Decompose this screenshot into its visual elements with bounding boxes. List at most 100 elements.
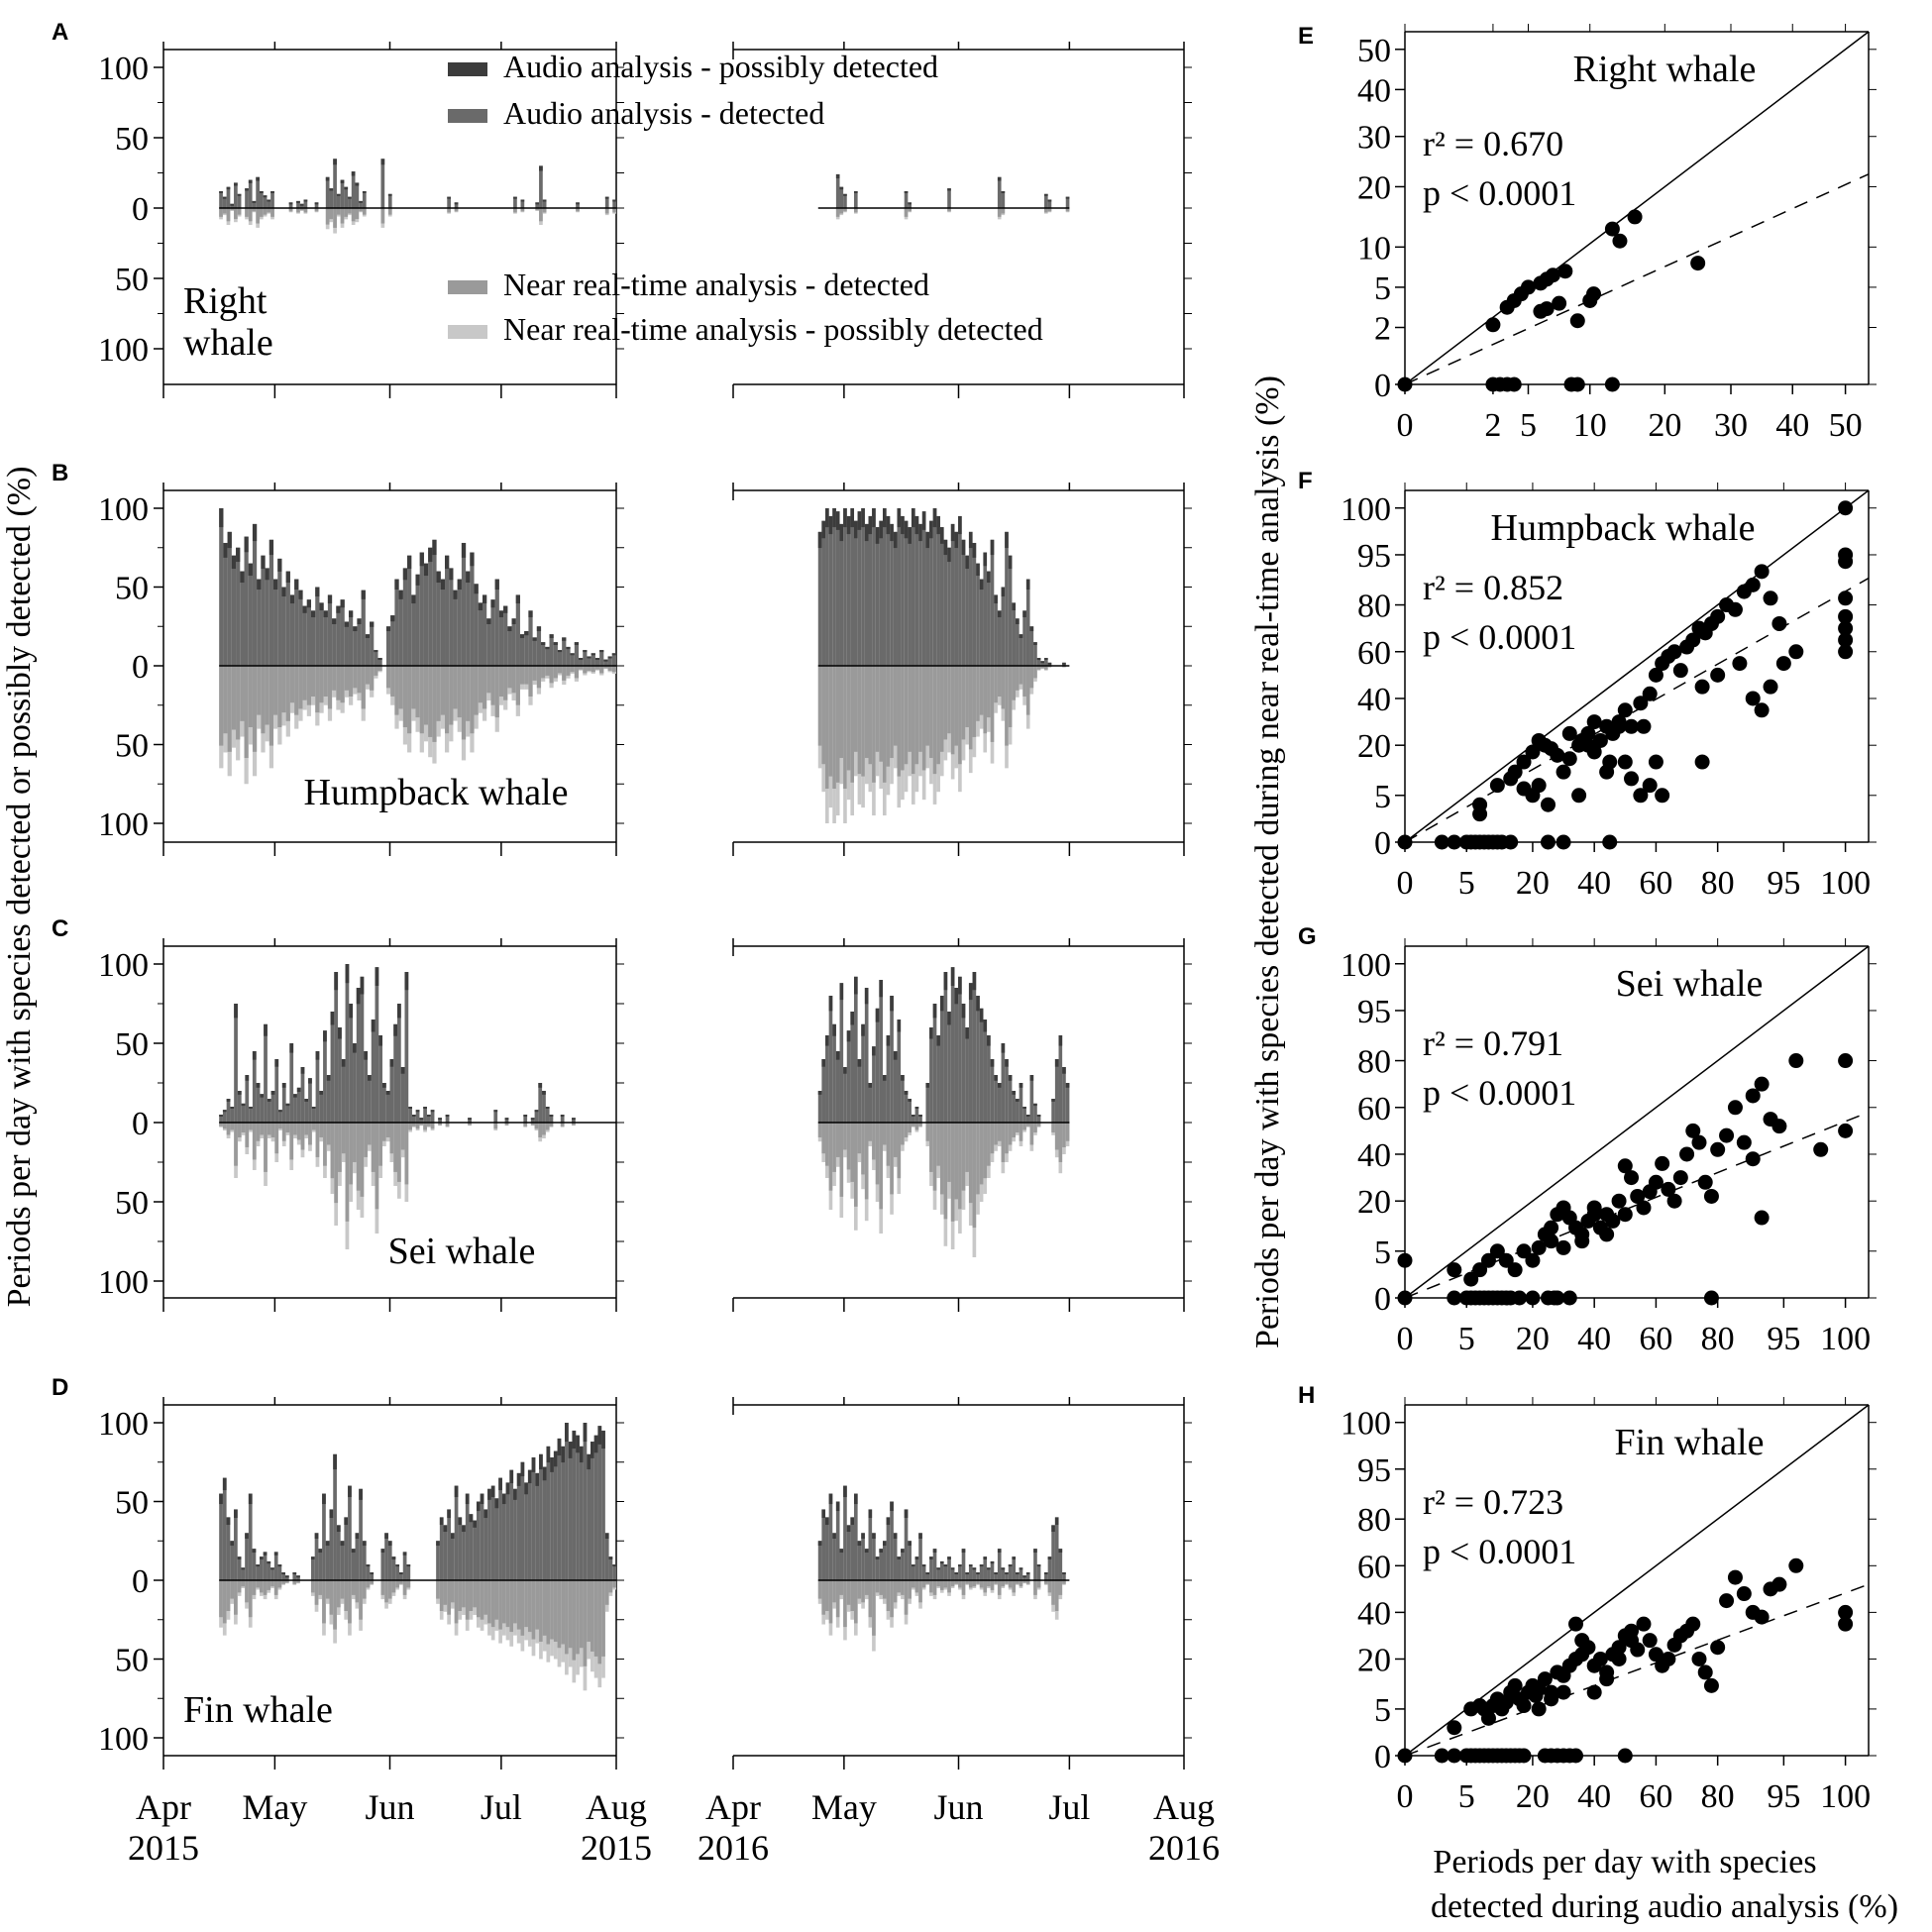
bar-audio-detected (943, 1564, 948, 1580)
bar-nrt-detected (932, 1123, 937, 1191)
bar-audio-detected (278, 1110, 282, 1123)
bar-audio-detected (904, 520, 909, 666)
bar-audio-possible (936, 1035, 940, 1046)
bar-nrt-detected (843, 208, 847, 212)
bar-audio-possible (399, 1572, 403, 1575)
bar-nrt-detected (939, 666, 944, 752)
bar-audio-detected (528, 610, 533, 666)
bar-audio-detected (523, 1115, 528, 1123)
scatter-point (1434, 1748, 1449, 1764)
bar-audio-detected (1065, 1083, 1070, 1123)
bar-audio-possible (875, 1008, 880, 1022)
scatter-point (1624, 771, 1640, 787)
x-tick-label: 5 (1520, 407, 1537, 444)
scatter-point (1679, 1146, 1695, 1162)
bar-audio-possible (423, 563, 429, 577)
bar-audio-possible (601, 1430, 605, 1449)
bar-audio-detected (270, 1091, 275, 1123)
bar-audio-possible (351, 1549, 356, 1554)
scatter-point (1516, 754, 1532, 770)
bar-nrt-detected (897, 666, 902, 777)
scatter-point (1788, 1557, 1804, 1573)
bar-audio-possible (1036, 1564, 1041, 1567)
bar-nrt-detected (270, 208, 274, 217)
scatter-point (1685, 632, 1701, 648)
bar-audio-possible (362, 190, 367, 194)
bar-nrt-detected (270, 1580, 274, 1587)
bar-nrt-detected (557, 666, 563, 674)
bar-audio-detected (857, 1059, 862, 1123)
bar-nrt-detected (590, 666, 595, 673)
scatter-point (1568, 1616, 1584, 1632)
year-label: 2016 (698, 1828, 769, 1868)
y-tick-label: 100 (98, 332, 149, 369)
bar-audio-possible (976, 563, 980, 577)
bar-nrt-detected (604, 208, 609, 214)
bar-audio-possible (520, 199, 525, 202)
bar-nrt-detected (450, 1580, 455, 1603)
bar-nrt-detected (245, 1580, 249, 1603)
bar-nrt-detected (832, 1580, 836, 1603)
bar-audio-possible (248, 179, 253, 184)
bar-audio-detected (351, 1549, 356, 1580)
scatter-point (1447, 1290, 1462, 1306)
scatter-point (1503, 834, 1519, 850)
bar-audio-possible (846, 1030, 851, 1042)
bar-audio-possible (273, 579, 278, 590)
bar-nrt-detected (267, 208, 271, 213)
bar-audio-possible (846, 1525, 851, 1533)
bar-nrt-detected (854, 1580, 858, 1624)
bar-audio-possible (273, 1552, 278, 1556)
x-tick-label: 80 (1701, 1321, 1735, 1357)
bar-audio-possible (454, 1485, 459, 1498)
bar-audio-possible (281, 1083, 286, 1088)
bar-audio-possible (608, 1556, 613, 1560)
bar-audio-possible (550, 1456, 554, 1472)
bar-nrt-detected (994, 1580, 998, 1584)
y-tick-label: 0 (1374, 1739, 1391, 1775)
bar-nrt-detected (612, 208, 616, 213)
bar-nrt-detected (872, 666, 876, 783)
bar-audio-detected (336, 605, 341, 666)
bar-audio-possible (972, 1567, 977, 1570)
scatter-point (1447, 1720, 1462, 1736)
bar-audio-detected (382, 1083, 386, 1123)
bar-nrt-detected (465, 1580, 470, 1620)
bar-audio-possible (994, 1075, 998, 1081)
bar-nrt-detected (1044, 1580, 1048, 1584)
bar-audio-possible (445, 1115, 450, 1117)
bar-nrt-detected (438, 1123, 442, 1126)
bar-audio-possible (904, 190, 909, 194)
bar-nrt-detected (439, 1580, 444, 1612)
legend-swatch (448, 280, 487, 294)
bar-audio-detected (997, 176, 1002, 208)
bar-audio-possible (568, 1442, 573, 1458)
bar-nrt-detected (265, 666, 269, 725)
bar-audio-detected (990, 1059, 995, 1123)
bar-audio-possible (854, 190, 858, 194)
bar-audio-possible (983, 1556, 988, 1560)
bar-audio-detected (972, 542, 977, 666)
bar-audio-possible (230, 1107, 235, 1109)
bar-nrt-detected (872, 1580, 876, 1636)
bar-audio-possible (361, 590, 366, 599)
bar-audio-detected (965, 555, 969, 666)
y-tick-label: 0 (132, 1106, 149, 1142)
bar-nrt-detected (330, 1123, 335, 1179)
bar-audio-detected (415, 574, 420, 666)
bar-nrt-detected (281, 1580, 285, 1584)
bar-audio-detected (482, 594, 487, 666)
scatter-point (1838, 500, 1854, 516)
year-label: 2016 (1148, 1828, 1220, 1868)
bar-audio-detected (507, 626, 512, 666)
bar-nrt-detected (222, 1123, 227, 1129)
bar-audio-detected (498, 610, 504, 666)
bar-audio-detected (519, 634, 525, 666)
bar-nrt-detected (828, 666, 833, 777)
bar-nrt-detected (222, 1580, 227, 1624)
bar-audio-possible (219, 1493, 223, 1505)
scatter-point (1630, 1642, 1646, 1658)
scatter-point (1617, 754, 1633, 770)
bar-nrt-detected (817, 666, 822, 746)
